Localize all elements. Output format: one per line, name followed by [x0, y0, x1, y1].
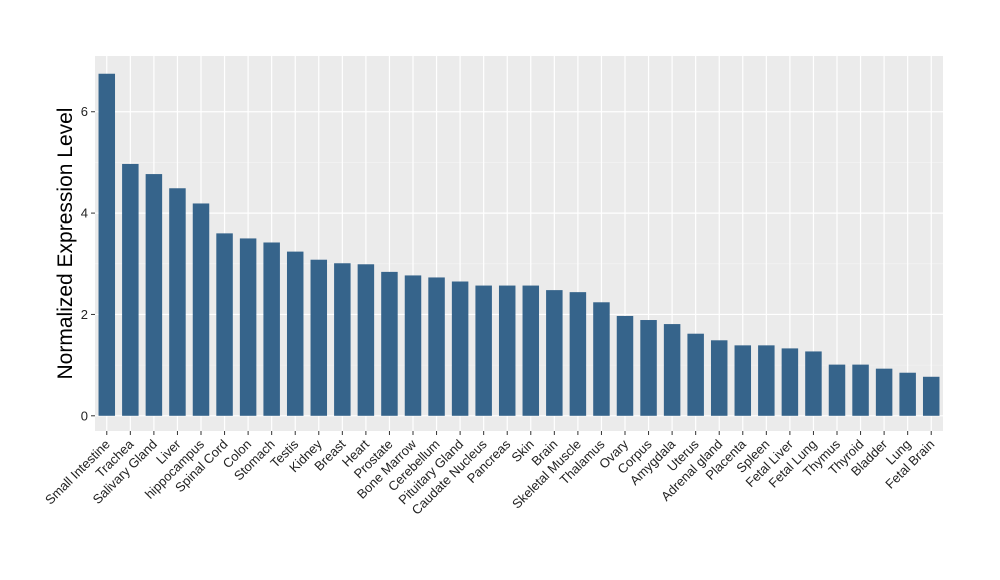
bar-salivary-gland: [145, 174, 163, 416]
bar-prostate: [381, 271, 398, 416]
bar-thymus: [828, 364, 846, 416]
bar-spinal-cord: [216, 233, 233, 416]
y-axis: 0 2 4 6: [81, 104, 95, 423]
bar-ovary: [616, 315, 634, 416]
bar-amygdala: [663, 324, 681, 416]
bar-caudate-nucleus: [475, 285, 492, 416]
bar-lung: [899, 372, 916, 416]
bar-thyroid: [852, 364, 869, 416]
bar-colon: [239, 238, 257, 416]
bar-hippocampus: [192, 203, 210, 416]
bar-uterus: [687, 333, 704, 416]
bar-fetal-lung: [805, 351, 822, 416]
bar-thalamus: [593, 302, 610, 416]
bar-pituitary-gland: [451, 281, 469, 416]
bar-breast: [334, 263, 351, 416]
bar-fetal-liver: [781, 348, 799, 416]
bar-fetal-brain: [922, 376, 940, 416]
bar-small-intestine: [98, 73, 116, 416]
bar-kidney: [310, 259, 328, 416]
bar-brain: [546, 290, 563, 416]
bar-pancreas: [498, 285, 516, 416]
bar-stomach: [263, 242, 280, 416]
bar-placenta: [734, 345, 752, 416]
bar-bladder: [875, 368, 893, 416]
plot-panel: [95, 56, 943, 431]
bar-skeletal-muscle: [569, 292, 587, 416]
y-tick-label: 4: [81, 206, 88, 221]
y-tick-label: 6: [81, 104, 88, 119]
y-tick-label: 2: [81, 307, 88, 322]
bar-liver: [169, 188, 186, 416]
bar-spleen: [758, 345, 775, 416]
bar-bone-marrow: [404, 275, 422, 416]
bar-trachea: [122, 163, 139, 416]
bar-corpus: [640, 320, 657, 416]
y-axis-title: Normalized Expression Level: [54, 108, 77, 380]
bar-heart: [357, 264, 375, 416]
y-tick-label: 0: [81, 408, 88, 423]
bar-adrenal-gland: [710, 340, 728, 416]
bar-testis: [286, 251, 304, 416]
bars: [98, 73, 940, 416]
bar-cerebellum: [428, 277, 445, 416]
bar-skin: [522, 285, 540, 416]
